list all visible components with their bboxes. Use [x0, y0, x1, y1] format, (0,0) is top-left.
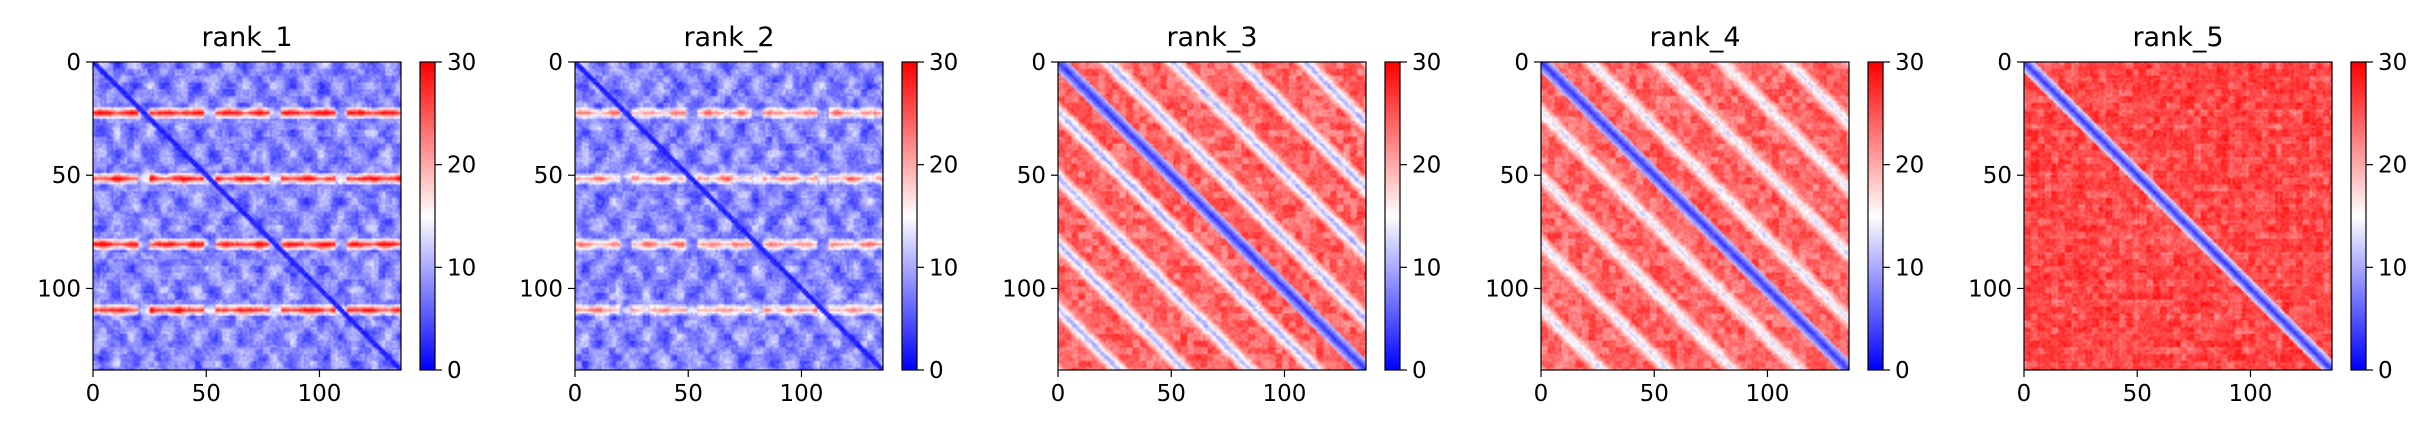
- colorbar-frame: [2350, 61, 2367, 371]
- y-tick-label: 0: [548, 50, 563, 76]
- y-tick-label: 50: [534, 163, 563, 189]
- y-tick-label: 0: [1514, 50, 1529, 76]
- colorbar-frame: [419, 61, 436, 371]
- colorbar-tick-label: 30: [1895, 50, 1924, 76]
- heatmap-image: [575, 62, 883, 370]
- colorbar-gradient: [1868, 62, 1883, 370]
- colorbar-tick-label: 30: [1412, 50, 1441, 76]
- y-tick-label: 100: [1002, 276, 1046, 302]
- colorbar-frame: [1867, 61, 1884, 371]
- axes-frame: [1057, 61, 1367, 371]
- x-tick-label: 0: [1534, 381, 1549, 407]
- colorbar-tick-label: 10: [2378, 255, 2407, 281]
- colorbar-tick-label: 20: [1412, 153, 1441, 179]
- axes-frame: [92, 61, 402, 371]
- x-tick-label: 0: [568, 381, 583, 407]
- colorbar-frame: [901, 61, 918, 371]
- colorbar-tick-label: 0: [929, 358, 944, 384]
- colorbar-tick-label: 20: [929, 153, 958, 179]
- panel-title: rank_4: [1649, 22, 1740, 53]
- colorbar-gradient: [420, 62, 435, 370]
- colorbar-gradient: [2351, 62, 2366, 370]
- x-tick-label: 50: [674, 381, 703, 407]
- heatmap-image: [1058, 62, 1366, 370]
- panel-title: rank_5: [2132, 22, 2223, 53]
- y-tick-label: 100: [37, 276, 81, 302]
- x-tick-label: 100: [1263, 381, 1307, 407]
- x-tick-label: 50: [2123, 381, 2152, 407]
- axes-frame: [1540, 61, 1850, 371]
- axes-frame: [574, 61, 884, 371]
- colorbar-tick-label: 30: [929, 50, 958, 76]
- heatmap-image: [2024, 62, 2332, 370]
- colorbar-tick-label: 10: [1412, 255, 1441, 281]
- y-tick-label: 50: [1500, 163, 1529, 189]
- x-tick-label: 50: [1640, 381, 1669, 407]
- colorbar-tick-label: 0: [1412, 358, 1427, 384]
- y-tick-label: 100: [1485, 276, 1529, 302]
- colorbar-tick-label: 10: [1895, 255, 1924, 281]
- colorbar-tick-label: 0: [447, 358, 462, 384]
- panel-rank_3: rank_3 0 50 100 0 50 100 0 10 20 30: [1002, 22, 1441, 407]
- colorbar-tick-label: 20: [1895, 153, 1924, 179]
- x-tick-label: 50: [1157, 381, 1186, 407]
- x-tick-label: 0: [2017, 381, 2032, 407]
- colorbar-gradient: [902, 62, 917, 370]
- colorbar-frame: [1384, 61, 1401, 371]
- panel-rank_4: rank_4 0 50 100 0 50 100 0 10 20 30: [1485, 22, 1924, 407]
- axes-frame: [2023, 61, 2333, 371]
- colorbar-tick-label: 0: [1895, 358, 1910, 384]
- colorbar-tick-label: 0: [2378, 358, 2393, 384]
- y-tick-label: 100: [1968, 276, 2012, 302]
- x-tick-label: 100: [780, 381, 824, 407]
- colorbar-tick-label: 20: [447, 153, 476, 179]
- y-tick-label: 0: [1031, 50, 1046, 76]
- colorbar-gradient: [1385, 62, 1400, 370]
- y-tick-label: 100: [519, 276, 563, 302]
- x-tick-label: 50: [192, 381, 221, 407]
- x-tick-label: 0: [86, 381, 101, 407]
- y-tick-label: 50: [52, 163, 81, 189]
- panel-title: rank_1: [201, 22, 292, 53]
- y-tick-label: 50: [1983, 163, 2012, 189]
- panel-rank_2: rank_2 0 50 100 0 50 100 0 10 20 30: [519, 22, 958, 407]
- x-tick-label: 100: [298, 381, 342, 407]
- heatmap-image: [93, 62, 401, 370]
- panel-rank_5: rank_5 0 50 100 0 50 100 0 10 20 30: [1968, 22, 2407, 407]
- y-tick-label: 0: [1997, 50, 2012, 76]
- y-tick-label: 50: [1017, 163, 1046, 189]
- panel-title: rank_2: [683, 22, 774, 53]
- colorbar-tick-label: 10: [929, 255, 958, 281]
- colorbar-tick-label: 30: [2378, 50, 2407, 76]
- colorbar-tick-label: 20: [2378, 153, 2407, 179]
- x-tick-label: 100: [2229, 381, 2273, 407]
- colorbar-tick-label: 10: [447, 255, 476, 281]
- colorbar-tick-label: 30: [447, 50, 476, 76]
- y-tick-label: 0: [66, 50, 81, 76]
- panel-title: rank_3: [1166, 22, 1257, 53]
- heatmap-image: [1541, 62, 1849, 370]
- x-tick-label: 0: [1051, 381, 1066, 407]
- panel-rank_1: rank_1 0 50 100 0 50 100 0 10 20 30: [37, 22, 476, 407]
- x-tick-label: 100: [1746, 381, 1790, 407]
